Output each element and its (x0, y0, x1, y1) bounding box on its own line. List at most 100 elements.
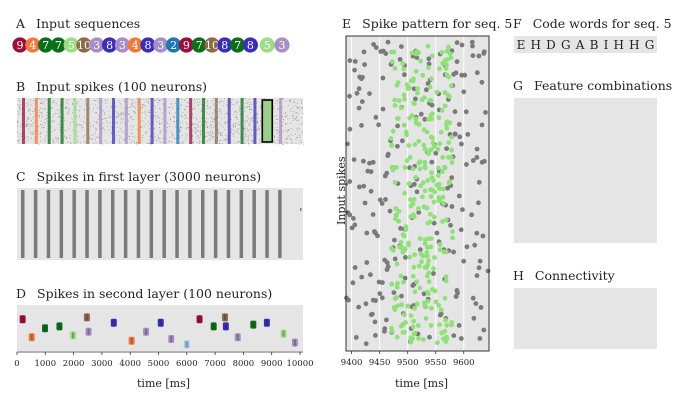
background-spike (380, 106, 386, 112)
background-spike (382, 328, 387, 334)
pattern-spike (405, 303, 411, 309)
noise-spike (95, 112, 97, 113)
background-spike (424, 87, 429, 93)
background-spike (477, 336, 483, 341)
noise-spike (92, 126, 94, 128)
second-layer-spike-core (198, 316, 201, 323)
pattern-spike (434, 89, 440, 95)
noise-spike (59, 127, 61, 129)
noise-spike (128, 107, 130, 108)
second-layer-spike-cluster (183, 340, 190, 349)
noise-spike (174, 117, 175, 118)
noise-spike (251, 139, 252, 141)
noise-spike (194, 103, 195, 105)
noise-spike (198, 121, 200, 123)
noise-spike (158, 117, 160, 119)
noise-spike (168, 140, 169, 142)
noise-spike (44, 98, 45, 99)
noise-spike (25, 136, 26, 138)
pattern-spike (392, 180, 398, 185)
background-spike (402, 72, 407, 78)
noise-spike (293, 101, 295, 103)
noise-spike (27, 117, 28, 119)
noise-spike (187, 102, 189, 104)
noise-spike (282, 116, 283, 117)
noise-spike (30, 126, 31, 127)
background-spike (422, 116, 428, 122)
noise-spike (119, 142, 121, 144)
first-layer-stripe (188, 190, 192, 258)
noise-spike (93, 121, 95, 122)
pattern-spike (425, 289, 430, 295)
input-pattern-stripe (86, 98, 90, 144)
codeword-letter: I (603, 37, 609, 52)
pattern-spike (411, 76, 416, 82)
noise-spike (219, 140, 220, 142)
noise-spike (211, 132, 213, 134)
noise-spike (19, 134, 21, 135)
noise-spike (93, 142, 95, 144)
noise-spike (249, 106, 251, 108)
noise-spike (157, 115, 159, 117)
noise-spike (50, 126, 52, 128)
noise-spike (77, 142, 79, 143)
noise-spike (107, 125, 109, 127)
first-layer-stripe (278, 190, 282, 258)
noise-spike (257, 128, 259, 130)
noise-spike (276, 115, 277, 116)
noise-spike (295, 115, 297, 117)
noise-spike (131, 106, 133, 108)
noise-spike (277, 133, 279, 135)
noise-spike (200, 110, 202, 112)
noise-spike (77, 125, 78, 127)
pattern-spike (398, 240, 404, 245)
background-spike (367, 91, 372, 96)
background-spike (477, 258, 483, 264)
background-spike (444, 146, 449, 152)
noise-spike (185, 133, 186, 135)
noise-spike (237, 132, 239, 134)
panel-d-tick-label: 8000 (233, 359, 255, 369)
background-spike (461, 258, 467, 264)
noise-spike (41, 124, 43, 126)
noise-spike (186, 118, 188, 119)
noise-spike (45, 99, 47, 100)
background-spike (459, 141, 464, 147)
noise-spike (51, 107, 53, 109)
pattern-spike (393, 216, 398, 222)
noise-spike (258, 128, 260, 130)
second-layer-spike-cluster (85, 327, 92, 336)
background-spike (433, 150, 439, 156)
noise-spike (83, 121, 84, 122)
pattern-spike (394, 334, 400, 340)
noise-spike (53, 121, 55, 123)
background-spike (429, 159, 435, 165)
noise-spike (80, 98, 82, 100)
noise-spike (301, 108, 303, 109)
pattern-spike (428, 236, 434, 242)
first-layer-stripe (111, 190, 115, 258)
noise-spike (97, 119, 99, 121)
panel-d-title: D Spikes in second layer (100 neurons) (16, 286, 273, 301)
noise-spike (76, 109, 77, 110)
noise-spike (296, 112, 297, 113)
noise-spike (221, 143, 223, 144)
background-spike (359, 123, 364, 128)
pattern-spike (408, 197, 413, 203)
noise-spike (145, 114, 147, 116)
background-spike (377, 197, 383, 203)
noise-spike (18, 142, 20, 144)
noise-spike (275, 132, 277, 134)
noise-spike (282, 106, 283, 108)
pattern-spike (410, 273, 416, 279)
pattern-spike (394, 164, 399, 170)
noise-spike (159, 132, 161, 134)
noise-spike (220, 133, 221, 134)
noise-spike (226, 104, 228, 106)
noise-spike (169, 113, 170, 114)
noise-spike (32, 122, 34, 124)
panel-d-tick-label: 2000 (63, 359, 85, 369)
noise-spike (79, 105, 81, 107)
noise-spike (43, 101, 45, 102)
input-pattern-stripe (124, 98, 128, 144)
